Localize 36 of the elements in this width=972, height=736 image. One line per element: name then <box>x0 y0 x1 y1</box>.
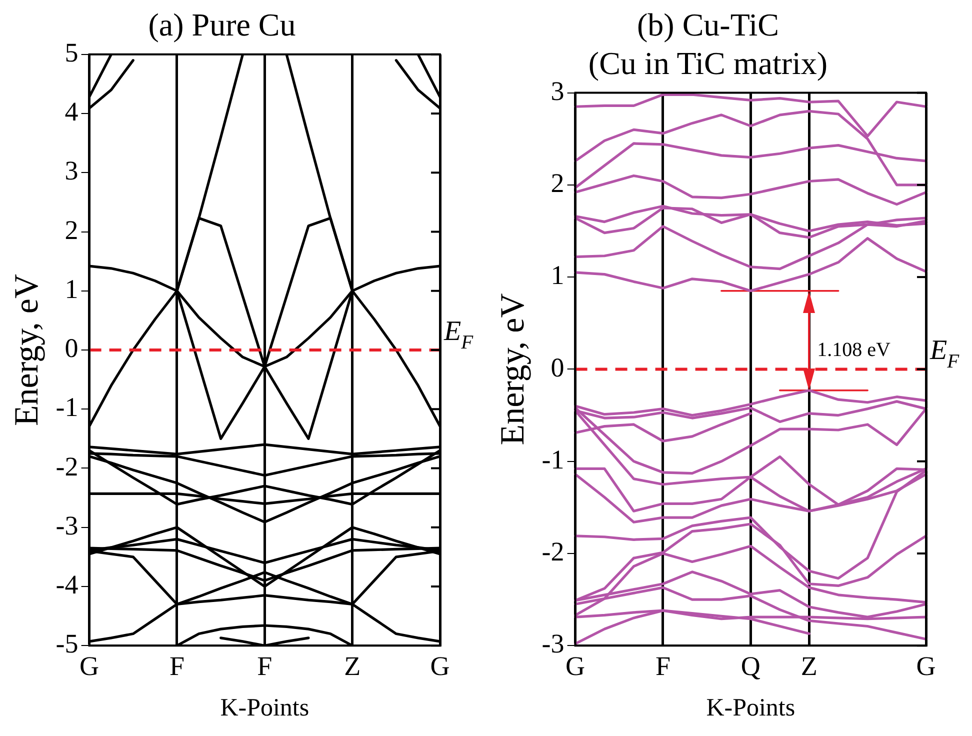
y-axis-title: Energy, eV <box>494 292 532 446</box>
y-tick-label: 1 <box>550 260 564 290</box>
y-tick-label: -3 <box>56 510 78 540</box>
x-tick-label: Q <box>740 650 761 681</box>
y-tick-label: -1 <box>542 444 564 474</box>
y-tick-label: 0 <box>64 333 78 364</box>
y-tick-label: -2 <box>542 536 564 567</box>
y-tick-label: -3 <box>542 628 564 659</box>
y-tick-label: 2 <box>64 214 78 245</box>
y-tick-label: -2 <box>56 451 78 482</box>
x-tick-label: F <box>655 650 670 681</box>
x-axis-title: K-Points <box>706 694 796 722</box>
x-tick-label: G <box>566 650 586 681</box>
y-tick-label: 1 <box>64 274 78 304</box>
x-tick-label: F <box>169 650 184 681</box>
x-tick-label: Z <box>344 650 361 681</box>
y-tick-label: -5 <box>56 628 78 659</box>
x-tick-label: F <box>257 650 272 681</box>
y-tick-label: 0 <box>550 352 564 382</box>
y-tick-label: 3 <box>550 76 564 106</box>
x-tick-label: G <box>80 650 100 681</box>
x-axis-title: K-Points <box>220 694 310 722</box>
x-tick-label: G <box>430 650 450 681</box>
chart-subtitle: (Cu in TiC matrix) <box>588 45 828 82</box>
x-tick-label: G <box>916 650 936 681</box>
y-tick-label: 5 <box>64 37 78 68</box>
x-tick-label: Z <box>800 650 818 681</box>
chart-title: (a) Pure Cu <box>148 6 296 43</box>
chart-title: (b) Cu-TiC <box>637 6 779 43</box>
y-tick-label: -4 <box>56 570 79 600</box>
y-tick-label: 4 <box>64 96 79 127</box>
y-tick-label: -1 <box>56 392 78 422</box>
y-axis-title: Energy, eV <box>8 274 46 426</box>
annotation: 1.108 eV <box>817 338 891 361</box>
y-tick-label: 2 <box>550 168 564 198</box>
y-tick-label: 3 <box>64 156 78 186</box>
